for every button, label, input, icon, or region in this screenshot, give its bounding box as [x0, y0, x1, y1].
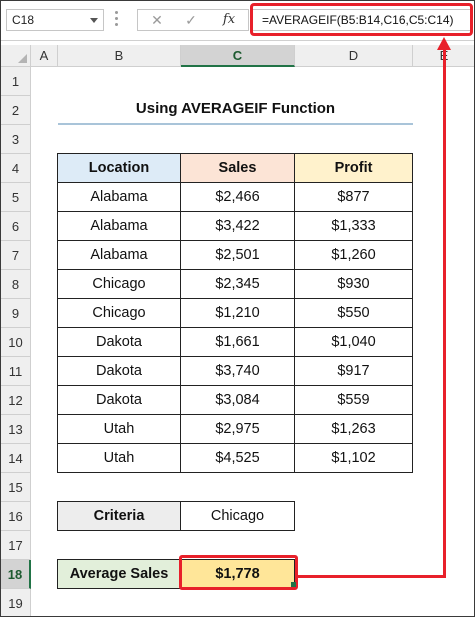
arrow-connector-vertical [443, 49, 446, 578]
result-highlight-box [179, 555, 298, 590]
enter-icon[interactable]: ✓ [185, 12, 197, 28]
column-header-d[interactable]: D [295, 45, 413, 67]
average-sales-value[interactable]: $1,778 [181, 559, 295, 589]
column-header-c[interactable]: C [181, 45, 295, 67]
cell-location[interactable]: Utah [57, 444, 181, 473]
row-header-4[interactable]: 4 [1, 154, 31, 183]
formula-buttons: ✕ ✓ fx [137, 9, 249, 31]
average-sales-label[interactable]: Average Sales [57, 559, 181, 589]
cell-location[interactable]: Alabama [57, 241, 181, 270]
cell-profit[interactable]: $1,333 [295, 212, 413, 241]
cell-profit[interactable]: $877 [295, 183, 413, 212]
row-header-3[interactable]: 3 [1, 125, 31, 154]
cancel-icon[interactable]: ✕ [151, 12, 163, 28]
cell-location[interactable]: Alabama [57, 212, 181, 241]
title-underline [58, 123, 413, 125]
row-header-10[interactable]: 10 [1, 328, 31, 357]
cell-profit[interactable]: $1,040 [295, 328, 413, 357]
arrow-up-icon [437, 37, 451, 50]
row-header-11[interactable]: 11 [1, 357, 31, 386]
cell-location[interactable]: Dakota [57, 357, 181, 386]
cell-profit[interactable]: $1,260 [295, 241, 413, 270]
criteria-label[interactable]: Criteria [57, 501, 181, 531]
fill-handle[interactable] [291, 582, 296, 587]
row-header-8[interactable]: 8 [1, 270, 31, 299]
row-header-12[interactable]: 12 [1, 386, 31, 415]
cell-sales[interactable]: $2,975 [181, 415, 295, 444]
row-header-16[interactable]: 16 [1, 502, 31, 531]
row-header-6[interactable]: 6 [1, 212, 31, 241]
row-header-18[interactable]: 18 [1, 560, 31, 589]
row-header-2[interactable]: 2 [1, 96, 31, 125]
row-header-17[interactable]: 17 [1, 531, 31, 560]
drag-handle-icon[interactable] [115, 11, 118, 29]
cell-location[interactable]: Chicago [57, 270, 181, 299]
cell-sales[interactable]: $1,210 [181, 299, 295, 328]
select-all-corner[interactable] [1, 45, 31, 67]
arrow-connector-horizontal [298, 575, 446, 578]
cell-sales[interactable]: $3,084 [181, 386, 295, 415]
cell-profit[interactable]: $1,102 [295, 444, 413, 473]
cell-location[interactable]: Dakota [57, 386, 181, 415]
criteria-value[interactable]: Chicago [181, 501, 295, 531]
cell-profit[interactable]: $559 [295, 386, 413, 415]
cell-profit[interactable]: $550 [295, 299, 413, 328]
row-header-1[interactable]: 1 [1, 67, 31, 96]
row-header-7[interactable]: 7 [1, 241, 31, 270]
formula-highlight-box [250, 3, 473, 36]
column-header-a[interactable]: A [31, 45, 58, 67]
header-sales[interactable]: Sales [181, 153, 295, 183]
header-location[interactable]: Location [57, 153, 181, 183]
cell-sales[interactable]: $2,501 [181, 241, 295, 270]
chevron-down-icon[interactable] [90, 18, 98, 23]
cell-location[interactable]: Dakota [57, 328, 181, 357]
row-header-9[interactable]: 9 [1, 299, 31, 328]
cell-sales[interactable]: $3,422 [181, 212, 295, 241]
cell-location[interactable]: Chicago [57, 299, 181, 328]
formula-bar: C18 ✕ ✓ fx =AVERAGEIF(B5:B14,C16,C5:C14) [1, 1, 474, 41]
cell-sales[interactable]: $4,525 [181, 444, 295, 473]
name-box[interactable]: C18 [6, 9, 104, 31]
cell-sales[interactable]: $2,345 [181, 270, 295, 299]
cell-sales[interactable]: $3,740 [181, 357, 295, 386]
sheet-title[interactable]: Using AVERAGEIF Function [135, 100, 336, 117]
row-header-5[interactable]: 5 [1, 183, 31, 212]
row-header-19[interactable]: 19 [1, 589, 31, 616]
cell-location[interactable]: Utah [57, 415, 181, 444]
cell-profit[interactable]: $917 [295, 357, 413, 386]
cell-sales[interactable]: $2,466 [181, 183, 295, 212]
column-header-b[interactable]: B [58, 45, 181, 67]
cell-profit[interactable]: $930 [295, 270, 413, 299]
name-box-value: C18 [12, 13, 35, 27]
row-header-13[interactable]: 13 [1, 415, 31, 444]
cell-location[interactable]: Alabama [57, 183, 181, 212]
cell-sales[interactable]: $1,661 [181, 328, 295, 357]
insert-function-icon[interactable]: fx [222, 12, 236, 27]
row-header-15[interactable]: 15 [1, 473, 31, 502]
row-header-14[interactable]: 14 [1, 444, 31, 473]
cell-profit[interactable]: $1,263 [295, 415, 413, 444]
header-profit[interactable]: Profit [295, 153, 413, 183]
